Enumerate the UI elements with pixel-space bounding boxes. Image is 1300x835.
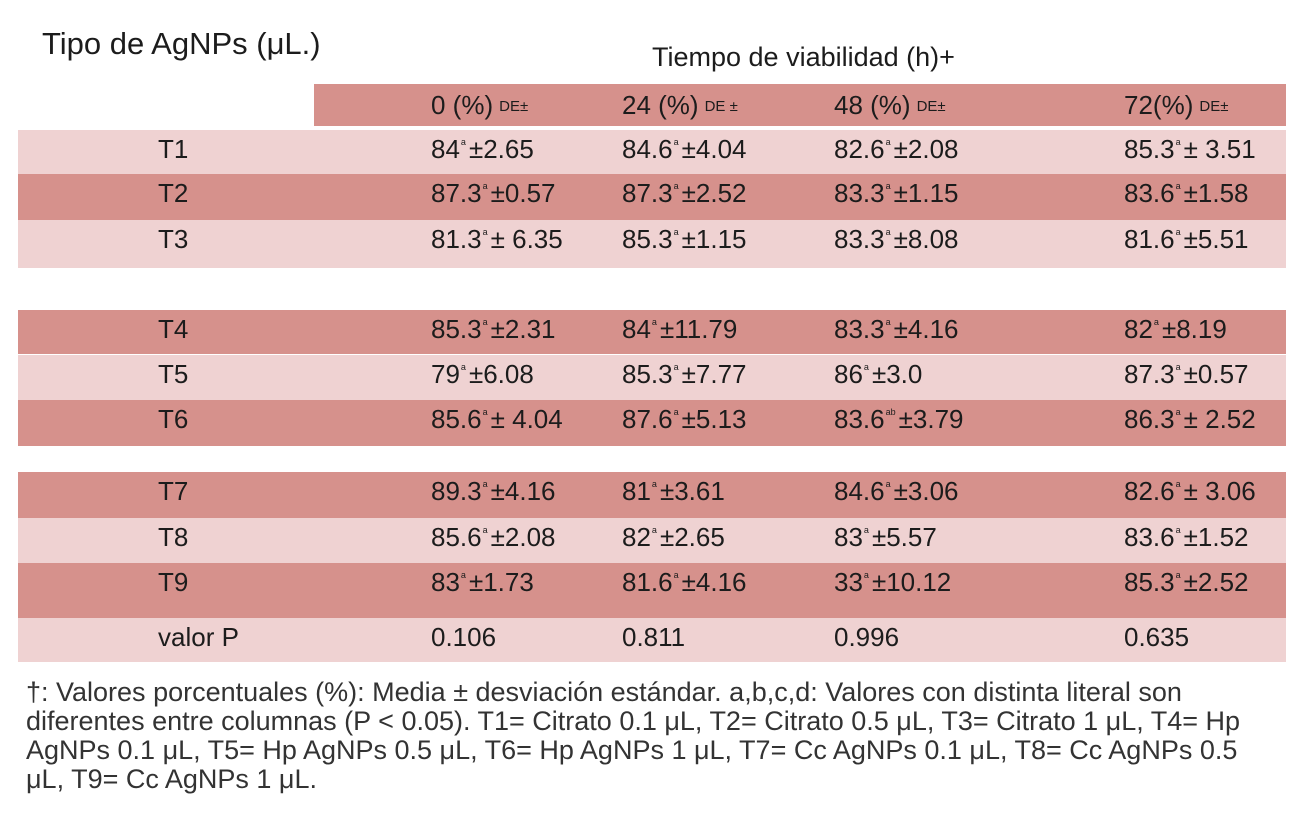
table-cell: 86.3a ± 2.52: [1124, 404, 1256, 434]
table-cell: 84.6a ±4.04: [622, 134, 747, 164]
table-cell: 87.3a ±2.52: [622, 178, 747, 208]
table-row: valor P 0.106 0.811 0.996 0.635: [18, 618, 1286, 662]
table-cell: 33a ±10.12: [834, 567, 952, 597]
table-cell: 82.6a ±2.08: [834, 134, 959, 164]
table-cell: 0.811: [622, 622, 686, 652]
table-cell: 0.106: [431, 622, 497, 652]
table-cell: 82.6a ± 3.06: [1124, 476, 1256, 506]
table-cell: 84.6a ±3.06: [834, 476, 959, 506]
row-label: T5: [158, 359, 189, 389]
table-cell: 83.3a ±4.16: [834, 314, 959, 344]
table-cell: 87.6a ±5.13: [622, 404, 747, 434]
table-row: T7 89.3a ±4.16 81a ±3.61 84.6a ±3.06 82.6a ± 3.0…: [18, 472, 1286, 518]
table-cell: 85.3a ±2.52: [1124, 567, 1249, 597]
table-cell: 84a ±11.79: [622, 314, 738, 344]
table-row: T3 81.3a ± 6.35 85.3a ±1.15 83.3a ±8.08 81.6a ±5…: [18, 220, 1286, 268]
table-cell: 81a ±3.61: [622, 476, 725, 506]
header-24: 24 (%) DE ±: [622, 90, 738, 120]
row-label: T9: [158, 567, 189, 597]
header-0: 0 (%) DE±: [431, 90, 529, 120]
header-48: 48 (%) DE±: [834, 90, 946, 120]
table-row: T4 85.3a ±2.31 84a ±11.79 83.3a ±4.16 82a ±8.19: [18, 310, 1286, 354]
table-cell: 84a ±2.65: [431, 134, 534, 164]
table-cell: 83a ±1.73: [431, 567, 534, 597]
table-row: T1 84a ±2.65 84.6a ±4.04 82.6a ±2.08 85.3a ± 3.5…: [18, 130, 1286, 174]
table-cell: 81.6a ±4.16: [622, 567, 747, 597]
table-footnote: †: Valores porcentuales (%): Media ± des…: [26, 677, 1241, 794]
table-title-center: Tiempo de viabilidad (h)+: [652, 42, 955, 72]
table-row: T8 85.6a ±2.08 82a ±2.65 83a ±5.57 83.6a ±1.52: [18, 518, 1286, 563]
row-label: T6: [158, 404, 189, 434]
row-label: T8: [158, 522, 189, 552]
table-cell: 81.6a ±5.51: [1124, 224, 1249, 254]
header-band: [314, 84, 1286, 126]
table-cell: 79a ±6.08: [431, 359, 534, 389]
table-cell: 81.3a ± 6.35: [431, 224, 563, 254]
table-cell: 83.3a ±1.15: [834, 178, 959, 208]
table-cell: 85.3a ±2.31: [431, 314, 556, 344]
table-cell: 83.6a ±1.58: [1124, 178, 1249, 208]
table-cell: 85.3a ± 3.51: [1124, 134, 1256, 164]
table-row: T9 83a ±1.73 81.6a ±4.16 33a ±10.12 85.3a ±2.52: [18, 563, 1286, 618]
row-label: T2: [158, 178, 189, 208]
table-cell: 89.3a ±4.16: [431, 476, 556, 506]
table-cell: 83.6ab ±3.79: [834, 404, 964, 434]
table-cell: 0.635: [1124, 622, 1190, 652]
row-label: T3: [158, 224, 189, 254]
table-cell: 87.3a ±0.57: [1124, 359, 1249, 389]
table-row: T2 87.3a ±0.57 87.3a ±2.52 83.3a ±1.15 83.6a ±1.…: [18, 174, 1286, 220]
table-cell: 83a ±5.57: [834, 522, 937, 552]
table-cell: 85.6a ± 4.04: [431, 404, 563, 434]
table-cell: 83.6a ±1.52: [1124, 522, 1249, 552]
row-label: T1: [158, 134, 189, 164]
table-cell: 86a ±3.0: [834, 359, 923, 389]
row-label: T7: [158, 476, 189, 506]
table-row: T5 79a ±6.08 85.3a ±7.77 86a ±3.0 87.3a ±0.57: [18, 355, 1286, 400]
row-label: valor P: [158, 622, 239, 652]
table-cell: 83.3a ±8.08: [834, 224, 959, 254]
table-title-left: Tipo de AgNPs (μL.): [42, 26, 321, 61]
table-cell: 85.3a ±1.15: [622, 224, 747, 254]
table-cell: 82a ±8.19: [1124, 314, 1227, 344]
table-cell: 85.6a ±2.08: [431, 522, 556, 552]
header-72: 72(%) DE±: [1124, 90, 1229, 120]
table-cell: 0.996: [834, 622, 900, 652]
table-row: T6 85.6a ± 4.04 87.6a ±5.13 83.6ab ±3.79 86.3a ±…: [18, 400, 1286, 446]
table-cell: 82a ±2.65: [622, 522, 725, 552]
table-cell: 85.3a ±7.77: [622, 359, 747, 389]
table-cell: 87.3a ±0.57: [431, 178, 556, 208]
row-label: T4: [158, 314, 189, 344]
